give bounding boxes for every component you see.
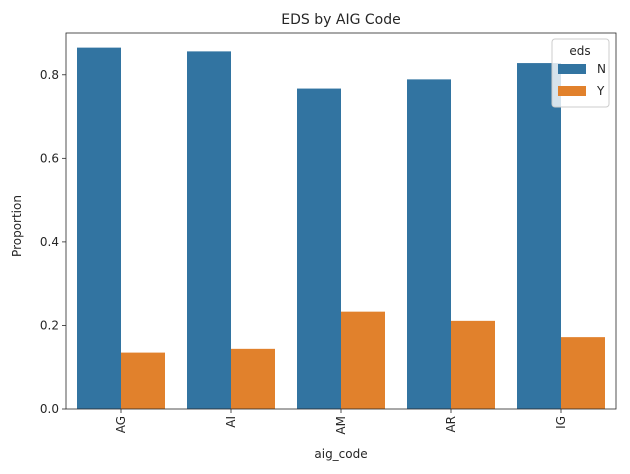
bar-n-ar [407,79,451,409]
y-tick-label: 0.2 [40,318,59,332]
legend-swatch-y [558,86,586,96]
x-tick-label: AM [334,416,348,435]
y-tick-label: 0.0 [40,402,59,416]
legend-swatch-n [558,64,586,74]
x-axis: AG AI AM AR IG [114,409,568,435]
legend-label-y: Y [596,84,605,98]
y-axis-label: Proportion [10,195,24,257]
bar-y-ag [121,352,165,409]
bars-group [77,47,605,409]
x-axis-label: aig_code [314,447,367,461]
legend-label-n: N [597,62,606,76]
bar-y-ig [561,337,605,409]
y-axis: 0.0 0.2 0.4 0.6 0.8 [40,68,66,416]
bar-y-ar [451,320,495,409]
bar-y-ai [231,348,275,409]
bar-n-am [297,88,341,409]
legend-items: NY [558,62,606,98]
x-tick-label: AR [444,416,458,433]
bar-y-am [341,311,385,409]
y-tick-label: 0.6 [40,151,59,165]
chart-title: EDS by AIG Code [281,12,400,28]
x-tick-label: IG [554,416,568,429]
y-tick-label: 0.4 [40,235,59,249]
y-tick-label: 0.8 [40,68,59,82]
legend: eds NY [551,38,610,108]
bar-n-ai [187,51,231,409]
bar-n-ag [77,47,121,409]
bar-n-ig [517,63,561,409]
plot-frame [65,32,617,410]
x-tick-label: AG [114,416,128,433]
legend-title: eds [569,44,590,58]
x-tick-label: AI [224,416,238,428]
